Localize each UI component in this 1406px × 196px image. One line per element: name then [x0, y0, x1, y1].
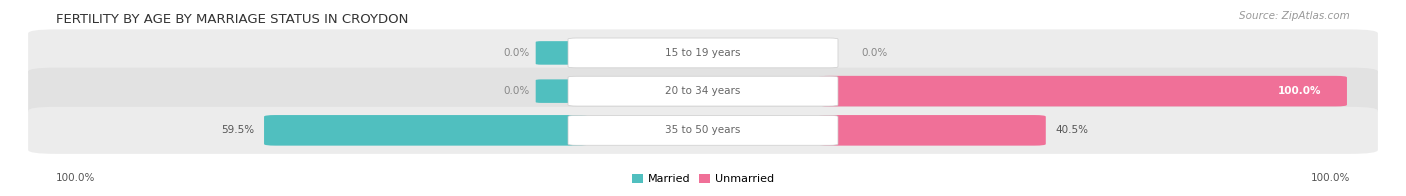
FancyBboxPatch shape — [818, 76, 1347, 106]
Text: Source: ZipAtlas.com: Source: ZipAtlas.com — [1239, 11, 1350, 21]
Text: FERTILITY BY AGE BY MARRIAGE STATUS IN CROYDON: FERTILITY BY AGE BY MARRIAGE STATUS IN C… — [56, 13, 409, 26]
FancyBboxPatch shape — [28, 107, 1378, 154]
Text: 40.5%: 40.5% — [1056, 125, 1088, 135]
FancyBboxPatch shape — [568, 38, 838, 68]
FancyBboxPatch shape — [536, 41, 582, 65]
Text: 0.0%: 0.0% — [503, 48, 530, 58]
FancyBboxPatch shape — [264, 115, 588, 146]
Text: 100.0%: 100.0% — [1310, 173, 1350, 183]
FancyBboxPatch shape — [536, 79, 582, 103]
Text: 100.0%: 100.0% — [1278, 86, 1322, 96]
Text: 0.0%: 0.0% — [503, 86, 530, 96]
FancyBboxPatch shape — [568, 76, 838, 106]
Text: 59.5%: 59.5% — [221, 125, 254, 135]
Text: 0.0%: 0.0% — [860, 48, 887, 58]
FancyBboxPatch shape — [568, 115, 838, 145]
FancyBboxPatch shape — [28, 68, 1378, 115]
FancyBboxPatch shape — [536, 119, 582, 142]
FancyBboxPatch shape — [818, 115, 1046, 146]
Legend: Married, Unmarried: Married, Unmarried — [627, 169, 779, 189]
Text: 15 to 19 years: 15 to 19 years — [665, 48, 741, 58]
Text: 20 to 34 years: 20 to 34 years — [665, 86, 741, 96]
Text: 35 to 50 years: 35 to 50 years — [665, 125, 741, 135]
Text: 100.0%: 100.0% — [56, 173, 96, 183]
FancyBboxPatch shape — [28, 29, 1378, 76]
